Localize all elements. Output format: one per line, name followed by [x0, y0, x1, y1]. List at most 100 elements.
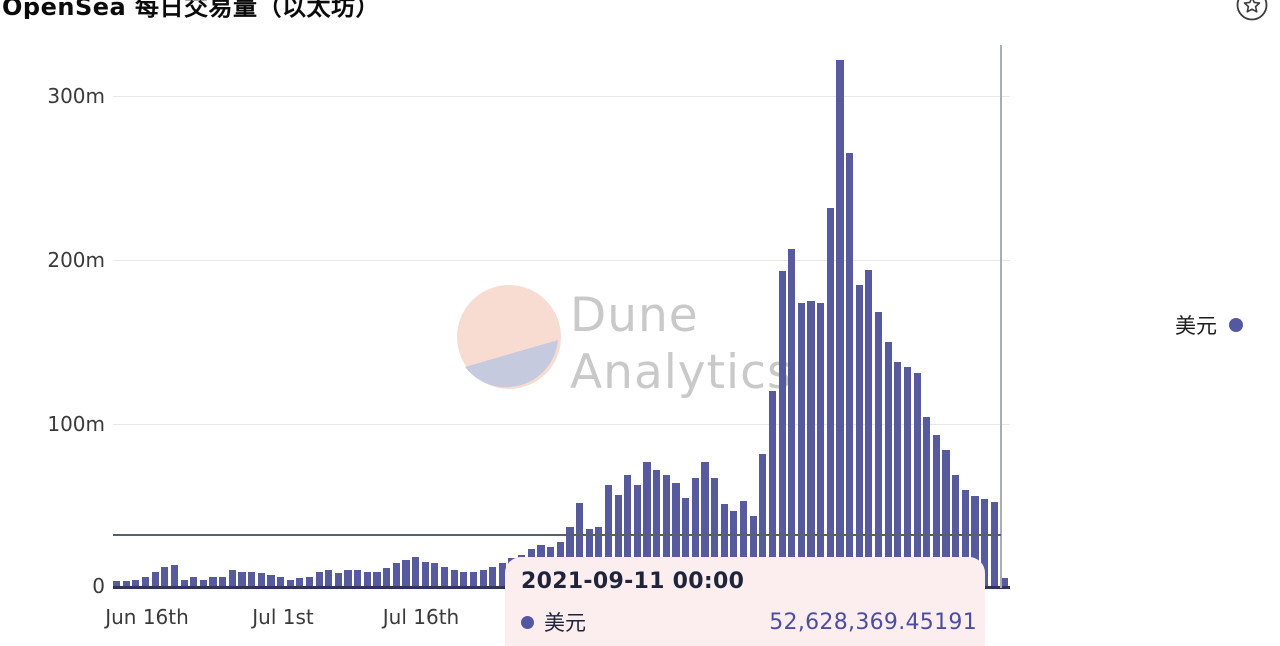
bar-2021-08-24[interactable]: [817, 302, 825, 588]
bar-2021-08-03[interactable]: [614, 494, 622, 588]
bar-2021-07-04[interactable]: [325, 569, 333, 588]
bar-2021-07-21[interactable]: [489, 566, 497, 588]
bar-2021-07-12[interactable]: [402, 560, 410, 588]
bar-2021-09-02[interactable]: [903, 366, 912, 588]
bar-2021-07-03[interactable]: [315, 571, 323, 588]
bar-2021-08-09[interactable]: [672, 483, 680, 588]
bar-2021-06-16[interactable]: [151, 571, 159, 588]
x-tick-jul16: Jul 16th: [382, 605, 460, 629]
bar-2021-06-26[interactable]: [248, 571, 256, 588]
bar-2021-06-23[interactable]: [219, 576, 227, 588]
y-tick-100m: 100m: [47, 412, 105, 436]
bar-2021-07-16[interactable]: [440, 566, 449, 588]
bar-2021-07-11[interactable]: [392, 563, 400, 588]
bar-2021-09-05[interactable]: [932, 435, 940, 588]
page-title[interactable]: OpenSea 每日交易量（以太坊）: [2, 0, 380, 19]
bar-2021-09-03[interactable]: [913, 373, 921, 588]
bar-2021-06-25[interactable]: [238, 571, 246, 588]
bar-2021-08-27[interactable]: [846, 153, 854, 588]
x-tick-jun16: Jun 16th: [105, 605, 189, 629]
bar-2021-08-10[interactable]: [682, 497, 690, 588]
bar-2021-07-19[interactable]: [469, 571, 478, 588]
bar-2021-07-20[interactable]: [479, 569, 487, 588]
legend[interactable]: 美元: [1175, 310, 1243, 340]
bar-2021-09-04[interactable]: [923, 417, 931, 588]
bar-2021-08-14[interactable]: [720, 504, 728, 588]
bar-2021-07-22[interactable]: [498, 563, 506, 588]
bar-2021-08-04[interactable]: [624, 474, 632, 588]
bar-2021-06-17[interactable]: [161, 566, 169, 588]
bar-2021-07-10[interactable]: [383, 568, 391, 588]
bar-2021-07-13[interactable]: [411, 556, 420, 588]
title-clip: OpenSea 每日交易量（以太坊）: [0, 0, 640, 19]
bar-2021-08-17[interactable]: [749, 515, 757, 588]
bar-2021-06-15[interactable]: [141, 576, 150, 588]
bar-2021-06-24[interactable]: [228, 569, 236, 588]
watermark-text: Dune Analytics: [570, 287, 792, 401]
bar-2021-08-19[interactable]: [768, 391, 777, 588]
dune-logo-icon: [457, 285, 561, 389]
bar-2021-07-01[interactable]: [296, 578, 304, 588]
bar-2021-06-18[interactable]: [170, 565, 179, 588]
bar-2021-08-22[interactable]: [797, 302, 805, 588]
bar-2021-08-12[interactable]: [701, 461, 709, 588]
bar-2021-07-08[interactable]: [363, 571, 371, 588]
bar-2021-06-28[interactable]: [267, 574, 275, 588]
bar-2021-06-14[interactable]: [132, 579, 140, 588]
bar-2021-08-25[interactable]: [826, 207, 834, 588]
tooltip-value: 52,628,369.45191: [769, 609, 977, 635]
bar-2021-06-30[interactable]: [286, 579, 294, 588]
bar-2021-08-28[interactable]: [855, 284, 863, 588]
bar-2021-09-01[interactable]: [894, 361, 902, 588]
bar-2021-08-29[interactable]: [865, 269, 873, 588]
bar-2021-08-31[interactable]: [884, 342, 892, 588]
bar-2021-06-27[interactable]: [257, 573, 265, 588]
bar-2021-08-06[interactable]: [643, 461, 651, 588]
bar-2021-09-09[interactable]: [971, 496, 979, 588]
bar-2021-07-17[interactable]: [450, 569, 458, 588]
bar-2021-07-30[interactable]: [575, 502, 584, 588]
bar-2021-07-05[interactable]: [334, 573, 343, 588]
bar-2021-08-16[interactable]: [739, 501, 748, 588]
bar-2021-07-06[interactable]: [344, 569, 352, 588]
bar-2021-09-08[interactable]: [961, 489, 969, 588]
bar-2021-06-21[interactable]: [199, 579, 207, 588]
bar-2021-07-15[interactable]: [431, 563, 439, 588]
bar-2021-08-23[interactable]: [807, 301, 815, 588]
bar-2021-07-14[interactable]: [421, 561, 429, 588]
bar-2021-09-10[interactable]: [981, 499, 989, 588]
bar-2021-08-26[interactable]: [836, 59, 844, 588]
bar-2021-06-12[interactable]: [113, 581, 121, 588]
bar-2021-08-02[interactable]: [604, 484, 613, 588]
bar-2021-07-09[interactable]: [373, 571, 381, 588]
bar-2021-08-21[interactable]: [788, 248, 796, 588]
bar-2021-09-07[interactable]: [952, 474, 960, 588]
bar-2021-06-13[interactable]: [122, 581, 130, 588]
bar-2021-09-06[interactable]: [942, 450, 950, 588]
y-tick-200m: 200m: [47, 248, 105, 272]
bar-2021-07-18[interactable]: [460, 571, 468, 588]
bar-2021-08-15[interactable]: [730, 510, 738, 588]
bar-2021-06-20[interactable]: [190, 576, 198, 588]
bar-2021-09-12[interactable]: [1000, 578, 1008, 588]
favorite-button[interactable]: [1232, 0, 1280, 22]
bar-2021-06-22[interactable]: [209, 576, 217, 588]
bar-2021-08-18[interactable]: [759, 453, 767, 588]
bar-2021-08-11[interactable]: [691, 478, 699, 588]
bar-2021-06-19[interactable]: [180, 579, 188, 588]
tooltip: 2021-09-11 00:00 美元 52,628,369.45191: [505, 557, 985, 646]
bar-2021-08-05[interactable]: [633, 484, 642, 588]
bar-2021-07-07[interactable]: [354, 569, 362, 588]
y-tick-300m: 300m: [47, 84, 105, 108]
bar-2021-08-07[interactable]: [653, 469, 661, 588]
watermark-line1: Dune: [570, 288, 699, 343]
bar-2021-08-20[interactable]: [778, 271, 786, 588]
bar-2021-08-08[interactable]: [662, 474, 670, 588]
bar-2021-08-13[interactable]: [710, 478, 719, 588]
bar-2021-06-29[interactable]: [276, 576, 285, 588]
bar-series: [113, 40, 1010, 588]
bar-2021-07-02[interactable]: [305, 576, 314, 588]
bar-2021-08-30[interactable]: [874, 312, 883, 588]
bar-2021-09-11[interactable]: [990, 501, 998, 588]
crosshair-horizontal: [113, 534, 1001, 536]
